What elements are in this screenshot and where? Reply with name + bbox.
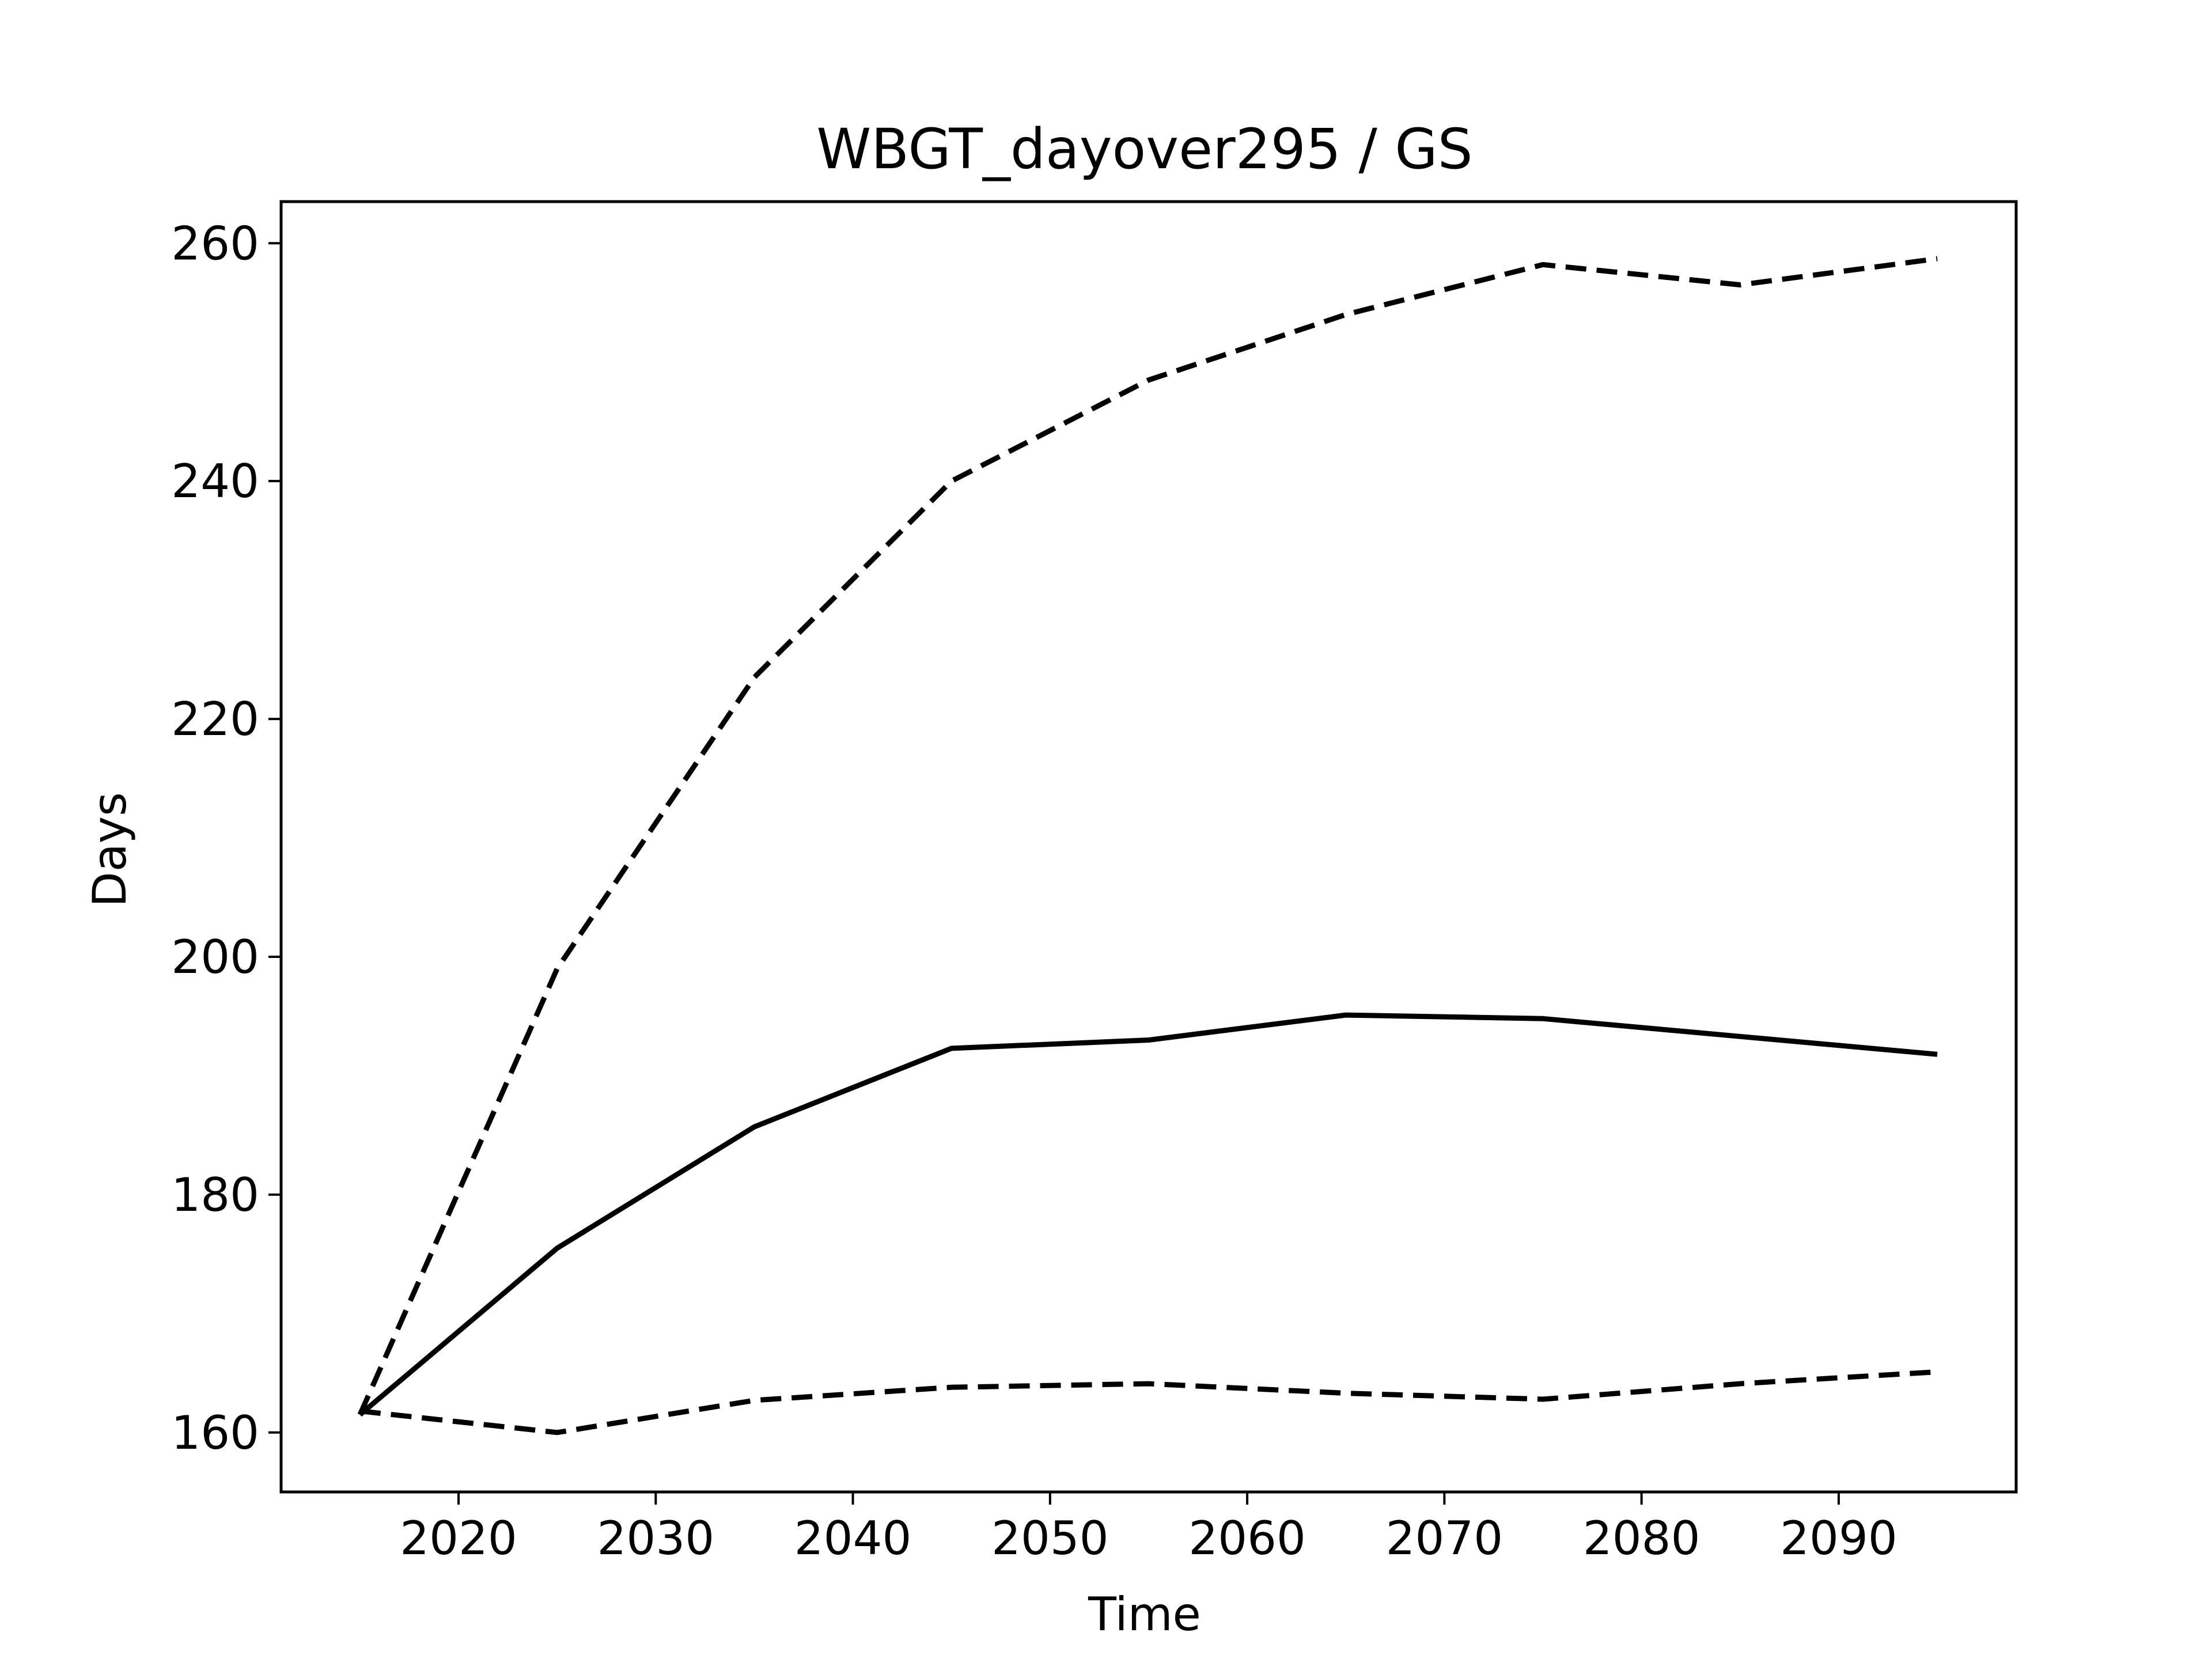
y-tick-label: 200: [171, 930, 259, 984]
x-axis: 2020 2030 2040 2050 2060 2070 2080 2090: [400, 1492, 1897, 1565]
y-tick-label: 180: [171, 1168, 259, 1222]
x-tick-label: 2040: [794, 1512, 912, 1565]
x-tick-label: 2050: [991, 1512, 1109, 1565]
x-tick-label: 2090: [1780, 1512, 1897, 1565]
y-tick-label: 160: [171, 1406, 259, 1460]
y-tick-label: 240: [171, 454, 259, 508]
plot-frame: [279, 200, 2018, 1494]
x-axis-label: Time: [1088, 1588, 1201, 1641]
series-line-3: [359, 1369, 1938, 1435]
x-tick-label: 2070: [1386, 1512, 1503, 1565]
series-line-1: [357, 256, 1938, 1416]
x-tick-label: 2030: [597, 1512, 715, 1565]
y-axis: 160 180 200 220 240 260: [171, 217, 281, 1460]
y-tick-label: 220: [171, 692, 259, 746]
x-tick-label: 2020: [400, 1512, 517, 1565]
y-tick-label: 260: [171, 217, 259, 270]
x-tick-label: 2080: [1583, 1512, 1700, 1565]
x-tick-label: 2060: [1188, 1512, 1306, 1565]
chart-title: WBGT_dayover295 / GS: [816, 117, 1472, 181]
series-line-2: [358, 1012, 1938, 1417]
plot-area: [357, 256, 1938, 1435]
y-axis-label: Days: [83, 792, 137, 907]
